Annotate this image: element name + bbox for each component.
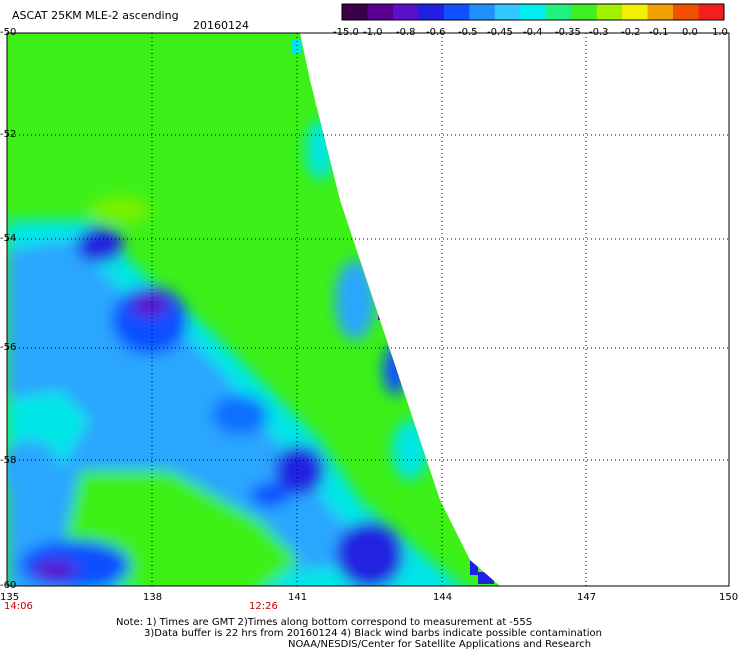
colorbar-swatch <box>469 4 496 20</box>
colorbar-label: -0.35 <box>555 27 581 38</box>
colorbar-swatch <box>698 4 725 20</box>
edge-cell <box>470 555 478 575</box>
field-purple-blob-1 <box>132 293 168 317</box>
colorbar-label: -0.1 <box>649 27 669 38</box>
date-label: 20160124 <box>193 19 249 32</box>
swath-mask <box>300 33 729 586</box>
colorbar-label: -1.0 <box>363 27 383 38</box>
field-lightblue-edge <box>335 260 375 340</box>
colorbar-swatch <box>596 4 623 20</box>
colorbar-label: -0.4 <box>523 27 543 38</box>
colorbar-swatch <box>392 4 419 20</box>
lat-label: -54 <box>0 233 17 244</box>
field-blue-blob-4 <box>275 445 325 495</box>
colorbar-swatch <box>647 4 674 20</box>
colorbar-swatch <box>367 4 394 20</box>
colorbar-swatch <box>673 4 700 20</box>
colorbar-label: -0.3 <box>589 27 609 38</box>
colorbar-swatch <box>494 4 521 20</box>
note-line-1: Note: 1) Times are GMT 2)Times along bot… <box>116 617 533 628</box>
lon-label: 135 <box>0 592 20 603</box>
time-label: 12:26 <box>249 601 278 612</box>
colorbar-label: 1.0 <box>712 27 728 38</box>
colorbar-swatch <box>571 4 598 20</box>
lon-label: 138 <box>143 592 163 603</box>
gridlines <box>7 33 729 586</box>
plot-frame <box>6 32 730 587</box>
lon-label: 147 <box>577 592 597 603</box>
field-lightgreen-patch <box>90 196 150 224</box>
field-blue-blob-6 <box>336 521 404 586</box>
colorbar-swatch <box>520 4 547 20</box>
colorbar-label: -0.45 <box>487 27 513 38</box>
colorbar-swatch <box>418 4 445 20</box>
time-label: 14:06 <box>4 601 33 612</box>
field-blue-blob-5 <box>250 483 290 507</box>
field-blue-blob-1 <box>76 227 124 263</box>
lat-label: -52 <box>0 129 17 140</box>
field-blue-blob-2 <box>112 286 188 354</box>
wind-field <box>7 33 729 586</box>
field-blue-blob-3 <box>212 395 268 435</box>
lat-label: -56 <box>0 342 17 353</box>
colorbar-label: -0.2 <box>621 27 641 38</box>
colorbar-swatch <box>545 4 572 20</box>
colorbar-label: 0.0 <box>682 27 698 38</box>
edge-cell <box>292 40 302 54</box>
field-purple-blob-2 <box>33 560 77 580</box>
colorbar-label: -0.8 <box>396 27 416 38</box>
colorbar <box>341 3 725 21</box>
lon-label: 141 <box>288 592 308 603</box>
chart-title: ASCAT 25KM MLE-2 ascending <box>12 9 179 22</box>
colorbar-swatch <box>443 4 470 20</box>
field-lightblue-patch <box>7 440 60 500</box>
edge-cell <box>305 80 315 92</box>
note-line-3: NOAA/NESDIS/Center for Satellite Applica… <box>288 639 592 650</box>
colorbar-label: -0.6 <box>426 27 446 38</box>
lat-label: -58 <box>0 455 17 466</box>
colorbar-swatch <box>622 4 649 20</box>
lon-label: 144 <box>433 592 453 603</box>
lon-label: 150 <box>719 592 739 603</box>
note-line-2: 3)Data buffer is 22 hrs from 20160124 4)… <box>144 628 602 639</box>
colorbar-swatch <box>342 4 368 20</box>
colorbar-label: -0.5 <box>458 27 478 38</box>
lat-label: -60 <box>0 580 17 591</box>
colorbar-frame <box>341 3 725 21</box>
lat-label: -50 <box>0 27 17 38</box>
colorbar-label: -15.0 <box>333 27 359 38</box>
